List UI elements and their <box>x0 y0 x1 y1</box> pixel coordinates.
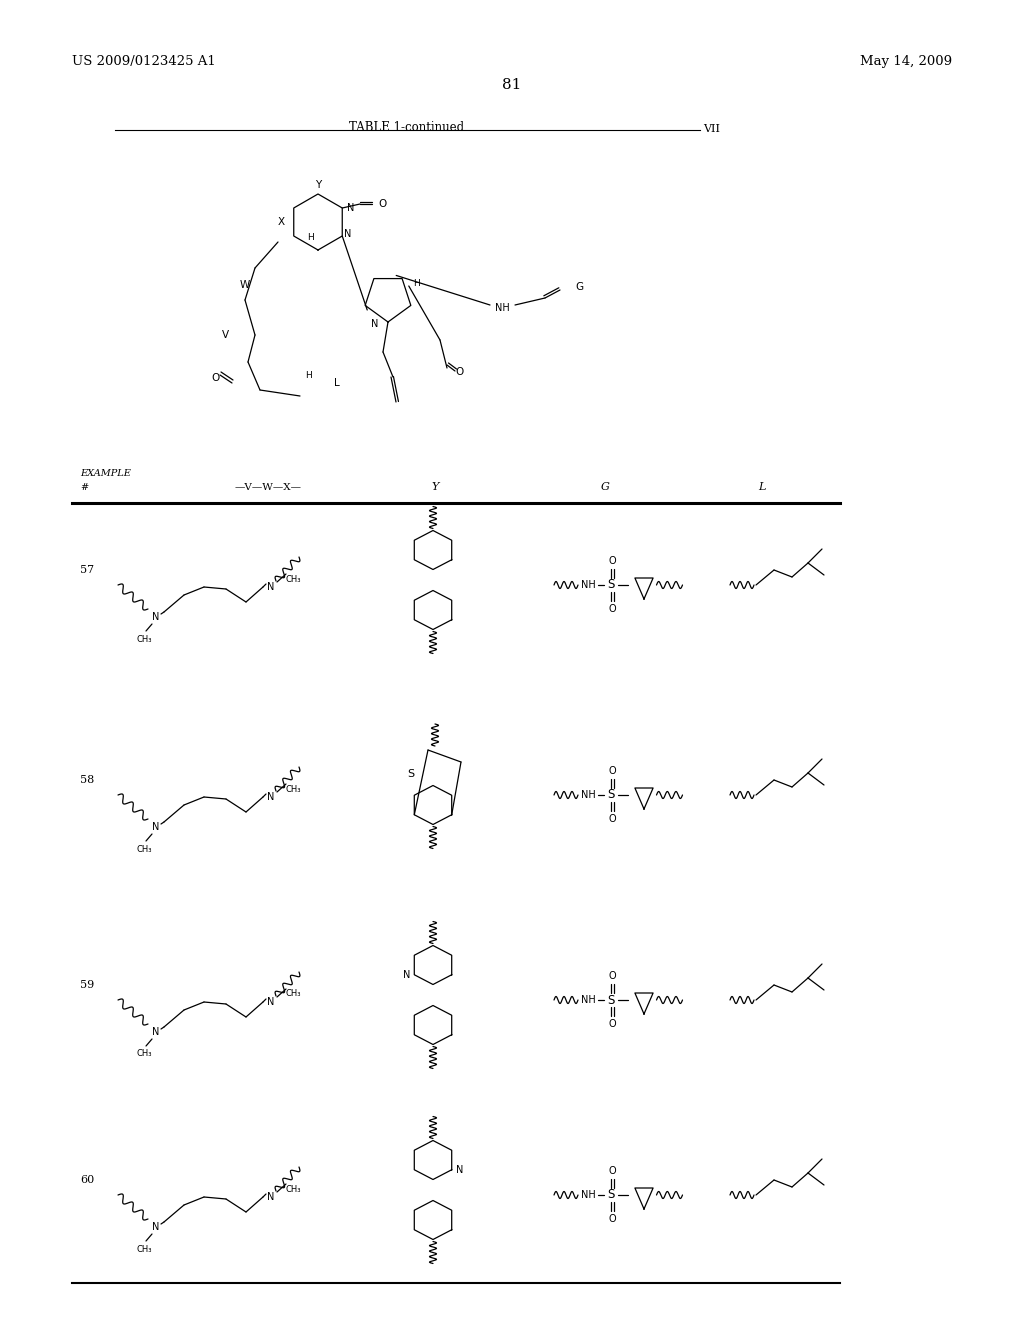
Text: O: O <box>608 766 615 776</box>
Text: NH: NH <box>581 995 595 1005</box>
Text: N: N <box>267 792 274 803</box>
Text: NH: NH <box>581 1191 595 1200</box>
Text: S: S <box>607 788 614 801</box>
Text: CH₃: CH₃ <box>286 784 301 793</box>
Text: N: N <box>372 319 379 329</box>
Text: S: S <box>607 994 614 1006</box>
Text: H: H <box>414 279 421 288</box>
Text: 58: 58 <box>80 775 94 785</box>
Text: Y: Y <box>314 180 322 190</box>
Text: H: H <box>306 234 313 243</box>
Text: W: W <box>240 280 250 290</box>
Text: N: N <box>153 822 160 832</box>
Text: L: L <box>759 482 766 492</box>
Text: 59: 59 <box>80 979 94 990</box>
Text: CH₃: CH₃ <box>136 1245 152 1254</box>
Text: O: O <box>608 1166 615 1176</box>
Text: G: G <box>600 482 609 492</box>
Text: 57: 57 <box>80 565 94 576</box>
Text: VII: VII <box>703 124 720 135</box>
Text: N: N <box>153 612 160 622</box>
Text: G: G <box>575 282 583 292</box>
Text: CH₃: CH₃ <box>136 1049 152 1059</box>
Text: CH₃: CH₃ <box>136 845 152 854</box>
Text: H: H <box>304 371 311 380</box>
Text: CH₃: CH₃ <box>286 574 301 583</box>
Text: O: O <box>608 814 615 824</box>
Text: S: S <box>607 1188 614 1201</box>
Text: NH: NH <box>581 789 595 800</box>
Text: S: S <box>607 578 614 591</box>
Text: May 14, 2009: May 14, 2009 <box>860 55 952 69</box>
Text: US 2009/0123425 A1: US 2009/0123425 A1 <box>72 55 216 69</box>
Text: O: O <box>608 972 615 981</box>
Text: L: L <box>334 378 340 388</box>
Text: —V—W—X—: —V—W—X— <box>234 483 301 492</box>
Text: O: O <box>608 556 615 566</box>
Text: N: N <box>344 228 351 239</box>
Text: O: O <box>211 374 219 383</box>
Text: 60: 60 <box>80 1175 94 1185</box>
Text: O: O <box>456 367 464 378</box>
Text: NH: NH <box>495 304 510 313</box>
Text: NH: NH <box>581 579 595 590</box>
Text: V: V <box>221 330 228 341</box>
Text: O: O <box>378 199 386 209</box>
Text: S: S <box>408 770 415 779</box>
Text: CH₃: CH₃ <box>286 990 301 998</box>
Text: EXAMPLE: EXAMPLE <box>80 469 131 478</box>
Text: TABLE 1-continued: TABLE 1-continued <box>349 121 465 135</box>
Text: #: # <box>80 483 88 492</box>
Text: 81: 81 <box>503 78 521 92</box>
Text: N: N <box>267 582 274 591</box>
Text: N: N <box>402 970 410 979</box>
Text: N: N <box>267 1192 274 1203</box>
Text: CH₃: CH₃ <box>286 1184 301 1193</box>
Text: X: X <box>278 216 285 227</box>
Text: N: N <box>346 203 354 213</box>
Text: N: N <box>456 1164 464 1175</box>
Text: N: N <box>267 997 274 1007</box>
Text: O: O <box>608 1019 615 1030</box>
Text: O: O <box>608 605 615 614</box>
Text: Y: Y <box>431 482 438 492</box>
Text: N: N <box>153 1222 160 1232</box>
Text: N: N <box>153 1027 160 1038</box>
Text: O: O <box>608 1214 615 1224</box>
Text: CH₃: CH₃ <box>136 635 152 644</box>
